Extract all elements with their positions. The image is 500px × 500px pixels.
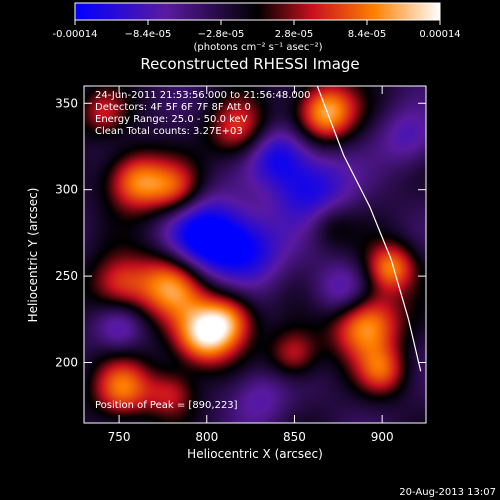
colorbar [74,2,441,21]
colorbar-tick-label: 2.8e-05 [275,29,313,40]
y-tick-label: 300 [55,183,78,197]
timestamp: 20-Aug-2013 13:07 [399,487,496,498]
colorbar-units: (photons cm⁻² s⁻¹ asec⁻²) [193,42,322,53]
colorbar-tick-label: 0.00014 [419,29,460,40]
chart-title: Reconstructed RHESSI Image [140,55,359,73]
y-axis: 200 250 300 350 [55,96,426,370]
annotation-clean-counts: Clean Total counts: 3.27E+03 [95,126,243,137]
colorbar-tick-label: -0.00014 [53,29,98,40]
annotation-detectors: Detectors: 4F 5F 6F 7F 8F Att 0 [95,102,251,113]
colorbar-tick-label: −8.4e-05 [125,29,172,40]
x-tick-label: 850 [283,430,306,444]
x-axis: 750 800 850 900 [108,86,394,444]
peak-position-label: Position of Peak = [890,223] [95,400,238,411]
plot-frame [83,85,427,424]
x-tick-label: 800 [195,430,218,444]
colorbar-tick-label: −2.8e-05 [198,29,245,40]
y-axis-label: Heliocentric Y (arcsec) [26,188,40,323]
annotation-time-range: 24-Jun-2011 21:53:56.000 to 21:56:48.000 [95,90,311,101]
y-tick-label: 250 [55,269,78,283]
y-tick-label: 200 [55,356,78,370]
x-tick-label: 750 [108,430,131,444]
x-axis-label: Heliocentric X (arcsec) [187,447,323,461]
y-tick-label: 350 [55,96,78,110]
colorbar-tick-label: 8.4e-05 [348,29,386,40]
plot-area [83,85,427,424]
x-tick-label: 900 [371,430,394,444]
annotation-energy-range: Energy Range: 25.0 - 50.0 keV [95,114,248,125]
heatmap-image [84,86,426,423]
solar-limb-line [316,85,422,372]
colorbar-ticks: -0.00014 −8.4e-05 −2.8e-05 2.8e-05 8.4e-05 0.… [53,20,461,40]
